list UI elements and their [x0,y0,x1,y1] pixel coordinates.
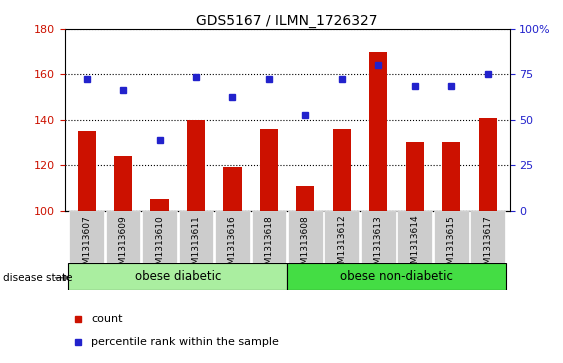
Text: GSM1313610: GSM1313610 [155,215,164,276]
Bar [296,185,315,211]
Bar [405,142,424,211]
Bar [142,211,177,263]
Bar [287,263,506,290]
Bar [479,118,497,211]
Bar [288,211,323,263]
Bar [150,199,169,211]
Bar [224,167,242,211]
Text: GSM1313607: GSM1313607 [82,215,91,276]
Text: GSM1313616: GSM1313616 [228,215,237,276]
Bar [333,129,351,211]
Bar [78,131,96,211]
Text: percentile rank within the sample: percentile rank within the sample [91,337,279,347]
Bar [470,211,505,263]
Text: GSM1313609: GSM1313609 [119,215,128,276]
Text: count: count [91,314,123,324]
Text: GSM1313618: GSM1313618 [265,215,274,276]
Bar [68,263,287,290]
Text: GSM1313613: GSM1313613 [374,215,383,276]
Bar [252,211,286,263]
Bar [106,211,140,263]
Bar [361,211,396,263]
Text: obese diabetic: obese diabetic [135,270,221,283]
Bar [69,211,104,263]
Text: GSM1313608: GSM1313608 [301,215,310,276]
Bar [324,211,359,263]
Text: GSM1313611: GSM1313611 [191,215,200,276]
Text: GSM1313614: GSM1313614 [410,215,419,276]
Text: GSM1313612: GSM1313612 [337,215,346,276]
Bar [442,142,461,211]
Bar [260,129,278,211]
Bar [215,211,250,263]
Bar [178,211,213,263]
Bar [369,52,387,211]
Bar [434,211,468,263]
Bar [397,211,432,263]
Text: obese non-diabetic: obese non-diabetic [340,270,453,283]
Text: disease state: disease state [3,273,72,283]
Text: GSM1313615: GSM1313615 [446,215,455,276]
Bar [114,156,132,211]
Text: GSM1313617: GSM1313617 [483,215,492,276]
Title: GDS5167 / ILMN_1726327: GDS5167 / ILMN_1726327 [196,14,378,28]
Bar [187,120,205,211]
